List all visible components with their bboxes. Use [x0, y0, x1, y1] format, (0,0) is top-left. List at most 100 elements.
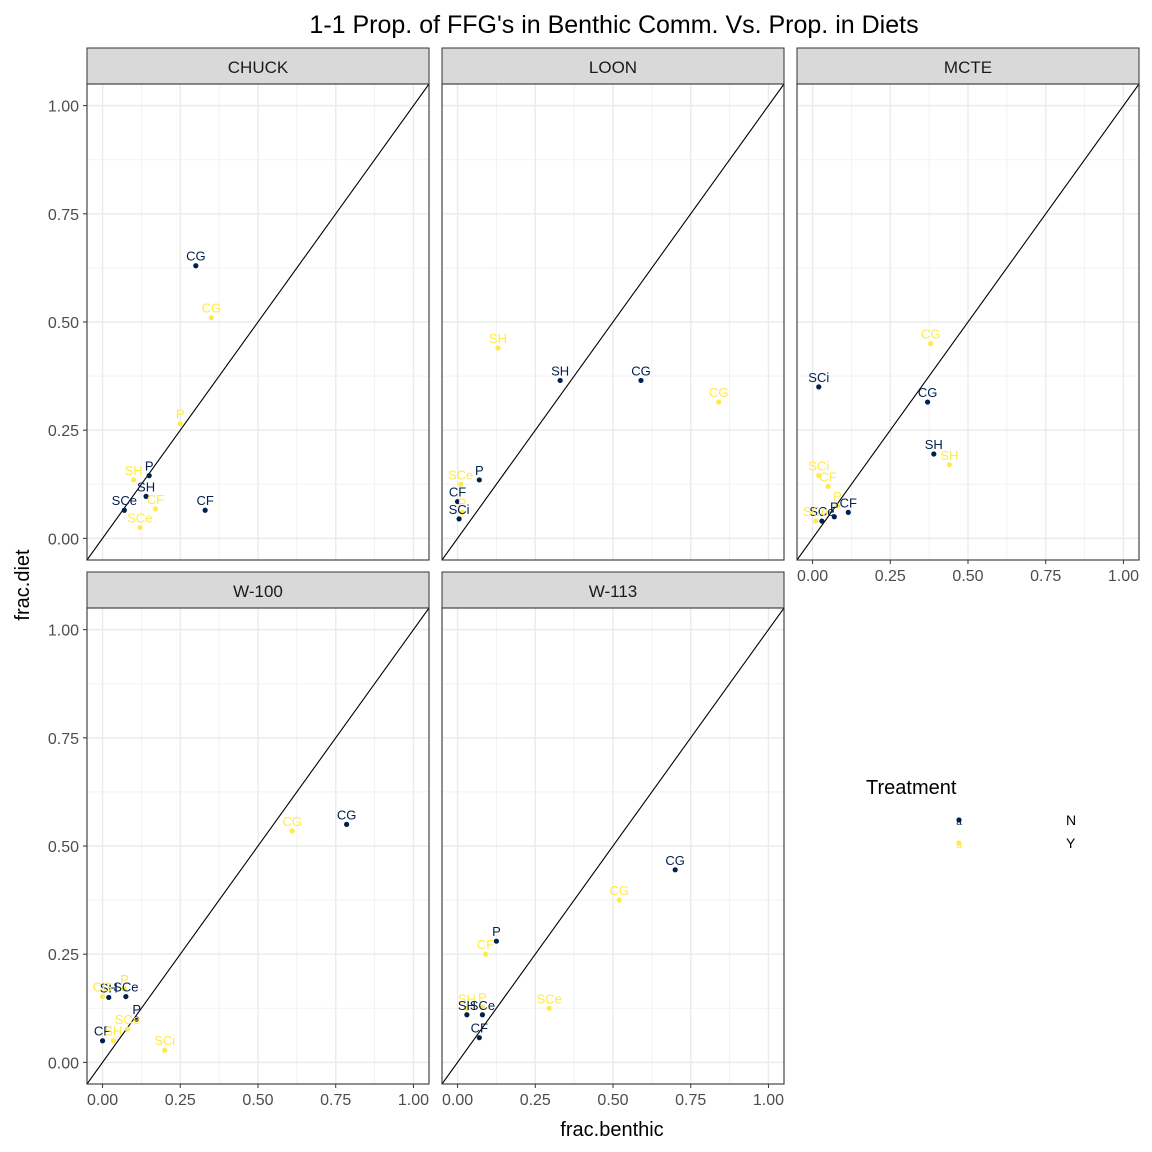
y-tick-label: 0.00	[48, 531, 79, 548]
data-point-label: SH	[551, 363, 569, 378]
data-point	[825, 483, 831, 490]
data-point	[106, 994, 112, 1001]
x-tick-label: 0.75	[320, 1092, 351, 1109]
data-point	[152, 506, 158, 512]
data-point	[616, 897, 622, 903]
data-point	[464, 1005, 470, 1011]
facet-strip-label: MCTE	[944, 58, 992, 77]
data-point	[208, 315, 214, 321]
data-point	[831, 514, 837, 520]
data-point	[123, 993, 129, 1000]
data-point	[476, 1035, 482, 1041]
data-point-label: CG	[282, 814, 302, 829]
facet-strip	[441, 47, 785, 85]
x-tick-label: 0.00	[87, 1092, 118, 1109]
facet-strip	[86, 47, 430, 85]
data-point-label: CF	[840, 495, 857, 510]
data-point	[819, 518, 825, 524]
x-tick-label: 0.25	[875, 568, 906, 585]
one-to-one-line	[442, 84, 784, 560]
facet-strip-label: CHUCK	[228, 58, 289, 77]
data-point	[134, 1016, 140, 1022]
data-point-label: SCe	[537, 991, 562, 1006]
data-point-label: SCe	[448, 467, 473, 482]
legend-key-glyph: a	[956, 840, 962, 851]
y-tick-label: 0.00	[48, 1055, 79, 1072]
one-to-one-line	[87, 608, 429, 1084]
x-tick-label: 0.75	[675, 1092, 706, 1109]
x-tick-label: 0.25	[165, 1092, 196, 1109]
data-point	[493, 938, 500, 944]
data-point-label: CF	[94, 1024, 111, 1039]
data-point-label: SH	[137, 479, 155, 494]
data-point-label: CG	[609, 883, 629, 898]
y-tick-label: 0.50	[48, 315, 79, 332]
x-tick-label: 0.00	[797, 568, 828, 585]
data-point-label: P	[145, 459, 154, 474]
data-point-label: CF	[471, 1021, 488, 1036]
data-point-label: SH	[104, 1024, 122, 1039]
data-point	[834, 503, 841, 509]
facet-strip	[86, 571, 430, 609]
data-point-label: SCe	[470, 998, 495, 1013]
data-point	[479, 1004, 486, 1010]
x-tick-label: 1.00	[1108, 568, 1139, 585]
data-point-label: SCe	[127, 511, 152, 526]
data-point	[193, 263, 199, 269]
data-point	[546, 1005, 552, 1011]
data-point	[845, 509, 851, 515]
data-point-label: SCi	[449, 502, 470, 517]
x-tick-label: 0.00	[442, 1092, 473, 1109]
data-point-label: CG	[631, 363, 651, 378]
data-point	[557, 377, 563, 384]
one-to-one-line	[87, 84, 429, 560]
data-point-label: CG	[202, 301, 222, 316]
legend: Treatment a Na Y	[866, 777, 1076, 851]
data-point-label: SH	[940, 448, 958, 463]
data-point-label: SH	[458, 991, 476, 1006]
x-tick-label: 0.50	[242, 1092, 273, 1109]
data-point-label: P	[176, 407, 185, 422]
data-point-label: P	[132, 1002, 141, 1017]
data-point	[816, 384, 822, 390]
data-point-label: CG	[921, 327, 941, 342]
data-point-label: P	[830, 500, 839, 515]
data-point-label: SCe	[113, 980, 138, 995]
y-tick-label: 0.25	[48, 947, 79, 964]
data-point	[137, 524, 143, 531]
data-point	[816, 473, 822, 479]
data-point	[638, 377, 644, 384]
data-point-label: CG	[186, 249, 206, 264]
data-point-label: P	[833, 489, 842, 504]
data-point-label: P	[458, 495, 467, 510]
data-point-label: CG	[709, 385, 729, 400]
panel-border	[441, 83, 785, 561]
data-point-label: P	[475, 463, 484, 478]
data-point-label: CF	[819, 469, 836, 484]
y-tick-label: 0.75	[48, 207, 79, 224]
data-point-label: CF	[147, 492, 164, 507]
facet-strip-label: LOON	[589, 58, 637, 77]
data-point-label: SCe	[112, 493, 137, 508]
data-point-label: CF	[196, 493, 213, 508]
legend-label: N	[1066, 812, 1076, 828]
y-tick-label: 0.75	[48, 731, 79, 748]
data-point-label: P	[478, 990, 487, 1005]
data-point	[162, 1047, 168, 1053]
data-point	[344, 821, 350, 827]
data-point	[121, 507, 127, 513]
y-tick-label: 1.00	[48, 623, 79, 640]
data-point	[813, 518, 819, 524]
facet-strip-label: W-100	[233, 582, 283, 601]
data-point-label: CG	[918, 385, 938, 400]
data-point	[459, 509, 465, 515]
facet-strip-label: W-113	[589, 582, 638, 601]
data-point	[454, 498, 461, 505]
data-point	[289, 828, 295, 834]
legend-label: Y	[1066, 835, 1076, 851]
data-point	[458, 481, 464, 487]
